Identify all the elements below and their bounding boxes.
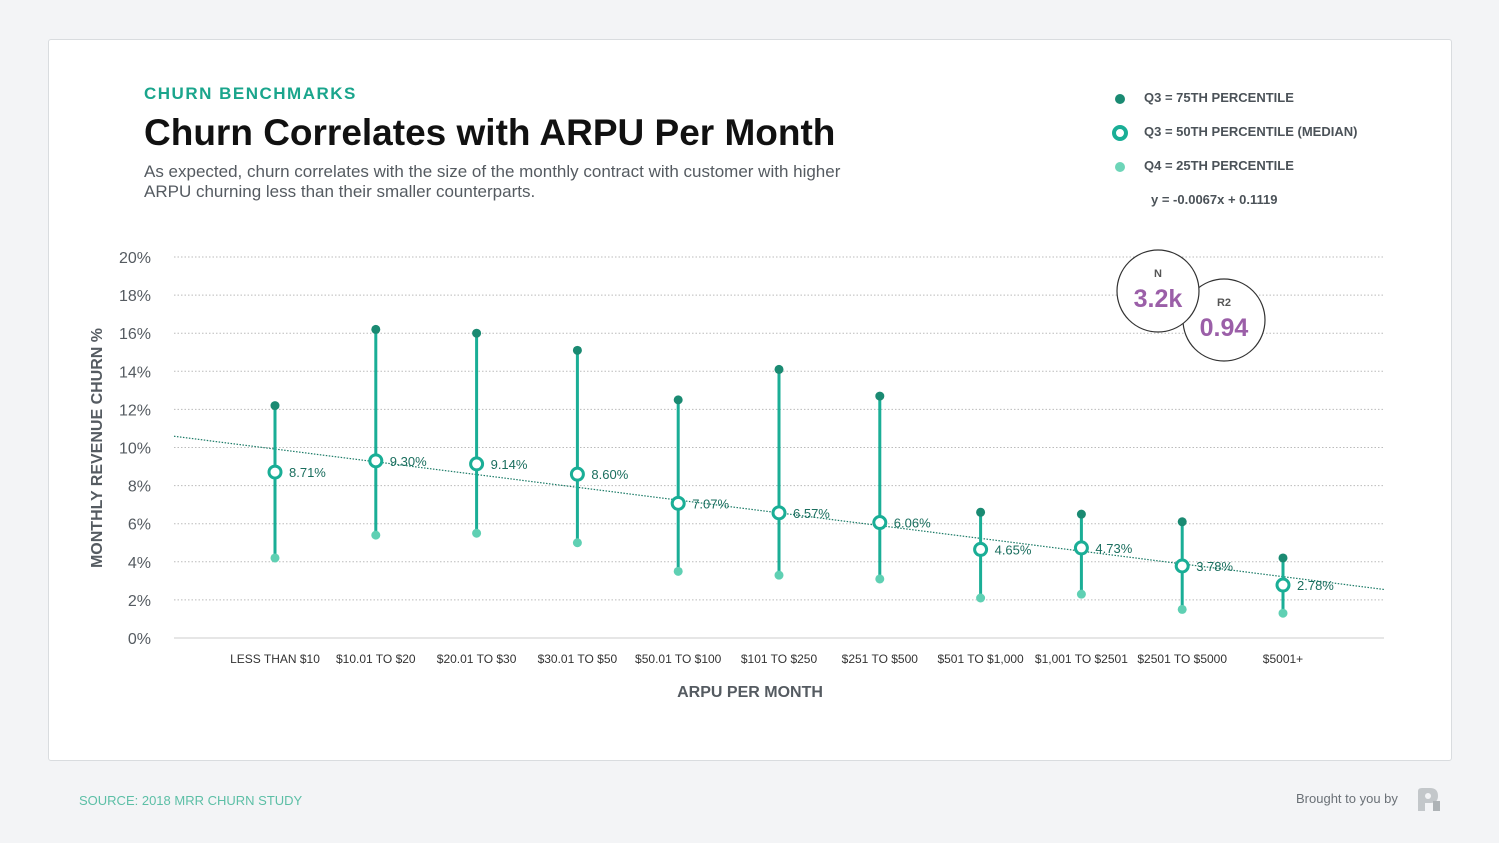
- y-tick-label: 16%: [119, 326, 151, 343]
- x-tick-label: $101 TO $250: [741, 652, 818, 666]
- y-tick-label: 20%: [119, 250, 151, 267]
- y-tick-label: 18%: [119, 288, 151, 305]
- x-tick-label: $10.01 TO $20: [336, 652, 416, 666]
- q25-point: [976, 593, 986, 603]
- legend-item-q75: Q3 = 75TH PERCENTILE: [1110, 88, 1357, 122]
- median-data-label: 9.14%: [491, 457, 528, 472]
- q75-point: [673, 395, 683, 405]
- median-data-label: 6.57%: [793, 506, 830, 521]
- median-data-label: 2.78%: [1297, 578, 1334, 593]
- x-tick-label: $251 TO $500: [842, 652, 919, 666]
- y-tick-label: 8%: [128, 479, 151, 496]
- x-tick-label: $5001+: [1263, 652, 1303, 666]
- q75-point: [774, 364, 784, 374]
- legend-label: Q3 = 75TH PERCENTILE: [1144, 90, 1294, 105]
- q75-point: [270, 401, 280, 411]
- trend-equation: y = -0.0067x + 0.1119: [1151, 192, 1278, 207]
- x-tick-label: $501 TO $1,000: [937, 652, 1024, 666]
- q25-point: [270, 553, 280, 563]
- y-tick-label: 10%: [119, 441, 151, 458]
- n-badge: [1116, 249, 1200, 333]
- x-axis-label: ARPU PER MONTH: [677, 684, 823, 701]
- median-data-label: 4.73%: [1095, 541, 1132, 556]
- legend-label: Q4 = 25TH PERCENTILE: [1144, 158, 1294, 173]
- median-point: [368, 453, 384, 469]
- legend: Q3 = 75TH PERCENTILE Q3 = 50TH PERCENTIL…: [1110, 88, 1357, 190]
- q25-point: [1076, 589, 1086, 599]
- r2-value: 0.94: [1200, 314, 1249, 342]
- chart-card: [48, 39, 1452, 761]
- q75-point: [875, 391, 885, 401]
- q75-point: [472, 328, 482, 338]
- y-tick-label: 12%: [119, 402, 151, 419]
- y-tick-label: 6%: [128, 517, 151, 534]
- median-data-label: 6.06%: [894, 516, 931, 531]
- q75-point: [1278, 553, 1288, 563]
- source-note: SOURCE: 2018 MRR CHURN STUDY: [79, 793, 303, 808]
- legend-item-q25: Q4 = 25TH PERCENTILE: [1110, 156, 1357, 190]
- dark-dot-icon: [1115, 94, 1125, 104]
- x-tick-label: $2501 TO $5000: [1137, 652, 1227, 666]
- q25-point: [774, 570, 784, 580]
- x-tick-label: LESS THAN $10: [230, 652, 320, 666]
- y-tick-label: 4%: [128, 555, 151, 572]
- median-data-label: 8.71%: [289, 465, 326, 480]
- median-point: [670, 495, 686, 511]
- q25-point: [875, 574, 885, 584]
- q25-point: [1177, 604, 1187, 614]
- median-data-label: 4.65%: [995, 542, 1032, 557]
- median-point: [1275, 577, 1291, 593]
- median-point: [872, 515, 888, 531]
- q25-point: [673, 566, 683, 576]
- y-tick-label: 0%: [128, 631, 151, 648]
- q25-point: [371, 530, 381, 540]
- brought-by-text: Brought to you by: [1296, 791, 1398, 806]
- legend-label: Q3 = 50TH PERCENTILE (MEDIAN): [1144, 124, 1358, 139]
- x-tick-label: $1,001 TO $2501: [1035, 652, 1128, 666]
- n-value: 3.2k: [1134, 285, 1183, 313]
- subtitle: As expected, churn correlates with the s…: [144, 162, 841, 201]
- q75-point: [371, 324, 381, 334]
- q75-point: [572, 345, 582, 355]
- q25-point: [472, 528, 482, 538]
- n-label: N: [1154, 268, 1162, 280]
- page-title: Churn Correlates with ARPU Per Month: [144, 112, 836, 153]
- median-data-label: 8.60%: [591, 467, 628, 482]
- y-tick-label: 2%: [128, 593, 151, 610]
- q75-point: [1177, 517, 1187, 527]
- x-tick-label: $50.01 TO $100: [635, 652, 722, 666]
- ring-dot-icon: [1112, 125, 1128, 141]
- median-point: [267, 464, 283, 480]
- median-data-label: 7.07%: [692, 496, 729, 511]
- light-dot-icon: [1115, 162, 1125, 172]
- r2-label: R2: [1217, 297, 1231, 309]
- y-axis-label: MONTHLY REVENUE CHURN %: [89, 328, 106, 568]
- q25-point: [1278, 608, 1288, 618]
- q75-point: [976, 507, 986, 517]
- median-point: [1073, 540, 1089, 556]
- legend-item-median: Q3 = 50TH PERCENTILE (MEDIAN): [1110, 122, 1357, 156]
- median-point: [569, 466, 585, 482]
- q25-point: [572, 538, 582, 548]
- median-point: [973, 541, 989, 557]
- median-point: [469, 456, 485, 472]
- brand-logo-icon[interactable]: [1416, 787, 1442, 813]
- kicker: CHURN BENCHMARKS: [144, 84, 357, 103]
- stats-badges: N 3.2k R2 0.94: [1116, 249, 1266, 362]
- median-point: [1174, 558, 1190, 574]
- x-tick-label: $30.01 TO $50: [538, 652, 618, 666]
- median-point: [771, 505, 787, 521]
- median-data-label: 3.78%: [1196, 559, 1233, 574]
- y-tick-label: 14%: [119, 364, 151, 381]
- median-data-label: 9.30%: [390, 454, 427, 469]
- q75-point: [1076, 509, 1086, 519]
- x-tick-label: $20.01 TO $30: [437, 652, 517, 666]
